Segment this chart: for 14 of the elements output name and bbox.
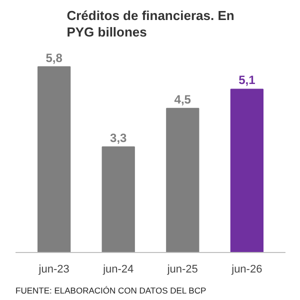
chart-title: Créditos de financieras. En PYG billones [66, 8, 234, 40]
x-tick-label: jun-23 [38, 264, 70, 276]
bar [166, 108, 200, 252]
bar [38, 66, 71, 252]
data-label: 3,3 [110, 130, 128, 145]
bar [230, 88, 264, 252]
x-tick-label: jun-25 [166, 264, 198, 276]
x-tick-label: jun-26 [230, 264, 262, 276]
bar [102, 146, 135, 252]
x-tick-label: jun-24 [102, 264, 134, 276]
data-label: 4,5 [174, 92, 192, 106]
data-label: 5,1 [238, 73, 256, 88]
source-note: FUENTE: ELABORACIÓN CON DATOS DEL BCP [16, 286, 206, 296]
data-label: 5,8 [46, 50, 63, 65]
